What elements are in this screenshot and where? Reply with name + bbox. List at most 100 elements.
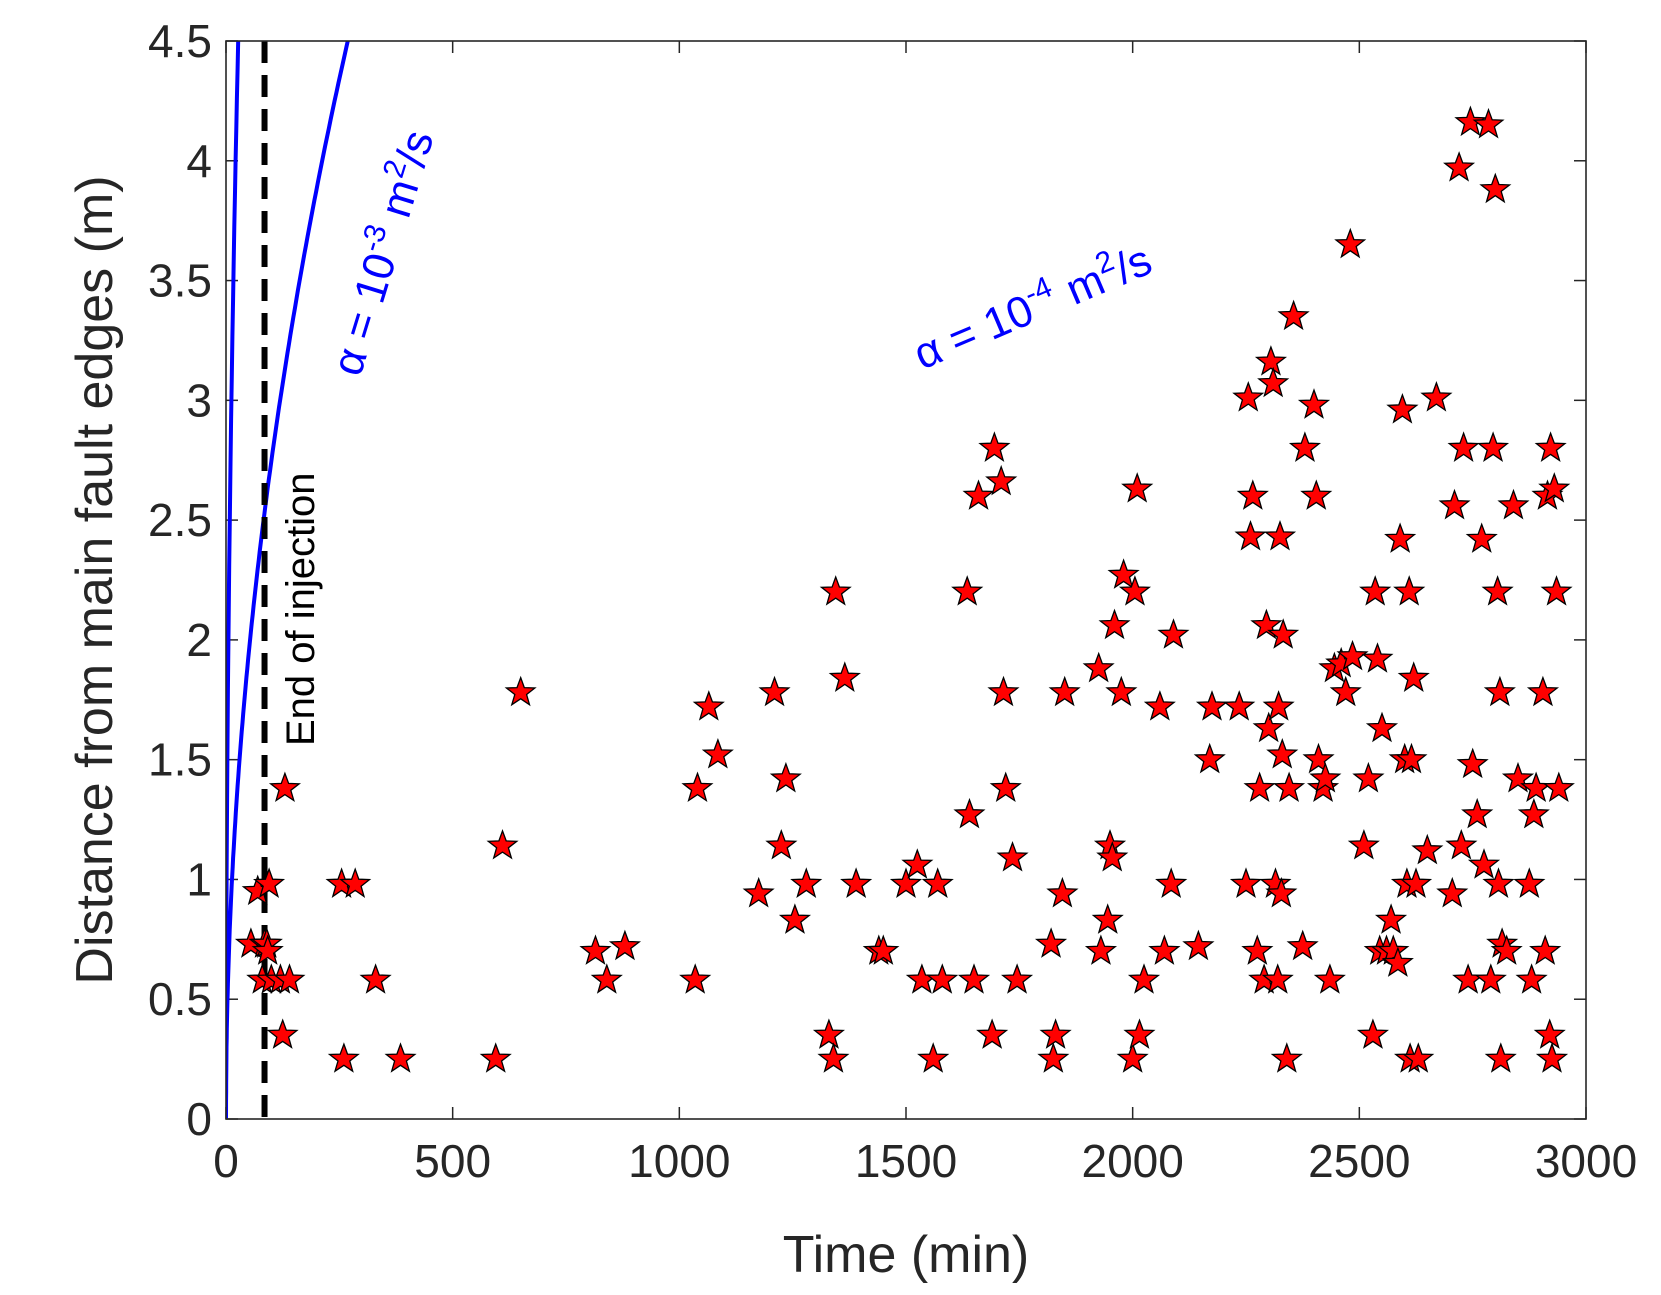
event-star — [840, 867, 873, 898]
event-star — [1116, 1042, 1149, 1073]
y-tick-label: 0.5 — [148, 973, 212, 1025]
event-star — [1232, 381, 1265, 412]
event-star — [1266, 738, 1299, 769]
x-tick-label: 1000 — [628, 1135, 730, 1187]
event-star — [1257, 366, 1290, 398]
event-star — [790, 867, 823, 898]
event-star — [1297, 388, 1331, 419]
event-star — [742, 876, 775, 908]
event-points — [234, 105, 1575, 1073]
event-star — [957, 963, 991, 994]
y-tick-label: 4 — [186, 135, 212, 187]
event-star — [1484, 1042, 1517, 1073]
y-tick-label: 1 — [186, 853, 212, 905]
event-star — [1393, 575, 1426, 606]
curve-label-alpha-1e-3: α = 10-3m2/s — [318, 123, 444, 381]
event-star — [987, 675, 1020, 707]
event-star — [273, 963, 306, 994]
event-star — [1399, 867, 1433, 898]
event-star — [1497, 488, 1530, 520]
curve-label-suffix: /s — [1108, 235, 1159, 293]
event-star — [1223, 690, 1256, 721]
event-star — [1445, 829, 1478, 860]
event-star — [1384, 522, 1417, 553]
event-star — [479, 1042, 512, 1073]
event-star — [758, 675, 791, 707]
event-star — [1039, 1018, 1072, 1049]
y-tick-label: 2 — [186, 614, 212, 666]
event-star — [1267, 618, 1300, 649]
event-star — [926, 963, 959, 994]
event-star — [1386, 392, 1419, 424]
event-star — [1477, 431, 1510, 462]
event-star — [989, 771, 1022, 803]
y-tick-label: 3.5 — [148, 255, 212, 307]
curve-label-unit: m — [371, 174, 429, 223]
event-star — [1438, 488, 1471, 520]
event-star — [1334, 227, 1367, 259]
event-star — [1402, 1042, 1435, 1073]
event-star — [1501, 761, 1535, 793]
event-star — [327, 1042, 360, 1073]
event-star — [978, 431, 1011, 462]
event-star — [1263, 519, 1297, 551]
event-star — [701, 738, 734, 769]
y-tick-label: 0 — [186, 1093, 212, 1145]
event-star — [1234, 520, 1267, 551]
event-star — [817, 1042, 850, 1073]
event-star — [1127, 963, 1161, 994]
event-star — [1411, 833, 1444, 865]
event-star — [1490, 934, 1523, 965]
event-star — [384, 1042, 417, 1073]
event-star — [590, 963, 623, 994]
event-star — [1347, 829, 1380, 860]
event-star — [1365, 711, 1399, 743]
event-star — [1091, 903, 1124, 934]
event-star — [953, 797, 986, 829]
event-star — [1001, 963, 1034, 994]
event-star — [359, 963, 392, 994]
event-star — [1270, 1042, 1303, 1073]
event-star — [1046, 876, 1079, 908]
event-star — [1515, 963, 1548, 994]
event-star — [1148, 934, 1181, 965]
event-star — [901, 848, 934, 879]
injection-end-label: End of injection — [279, 472, 323, 746]
curve-alpha-1e-3-early — [226, 41, 241, 1119]
y-tick-label: 1.5 — [148, 734, 212, 786]
axes-layer: 0 500 1000 1500 2000 2500 3000 0 0.5 1 1.5 2 2.5 3 3.5… — [148, 15, 1637, 1187]
event-star — [1277, 299, 1310, 331]
event-star — [1241, 934, 1274, 965]
event-star — [1118, 575, 1152, 606]
event-star — [1302, 742, 1335, 774]
event-star — [1443, 151, 1476, 182]
event-star — [1377, 934, 1410, 965]
event-star — [1356, 1018, 1389, 1049]
x-tick-label: 0 — [213, 1135, 239, 1187]
event-star — [1252, 711, 1285, 743]
event-star — [917, 1042, 950, 1073]
event-star — [1261, 963, 1294, 994]
event-star — [1243, 771, 1276, 803]
event-star — [1395, 742, 1428, 774]
event-star — [1272, 771, 1306, 803]
event-star — [1483, 675, 1516, 707]
event-star — [692, 690, 725, 721]
event-star — [1359, 575, 1392, 606]
plot-frame — [225, 40, 1587, 1120]
event-star — [1107, 558, 1140, 589]
event-star — [1526, 675, 1560, 707]
x-tick-label: 3000 — [1535, 1135, 1637, 1187]
event-star — [1286, 929, 1319, 961]
event-star — [253, 867, 286, 898]
curve-label-alpha-1e-4: α = 10-4m2/s — [905, 231, 1159, 379]
event-star — [608, 929, 642, 961]
event-star — [1481, 575, 1514, 606]
event-star — [681, 771, 714, 803]
y-tick-label: 4.5 — [148, 15, 212, 67]
event-star — [1288, 431, 1321, 462]
event-star — [1533, 1018, 1566, 1049]
event-star — [504, 675, 537, 707]
event-star — [985, 464, 1018, 496]
event-star — [1538, 472, 1571, 503]
